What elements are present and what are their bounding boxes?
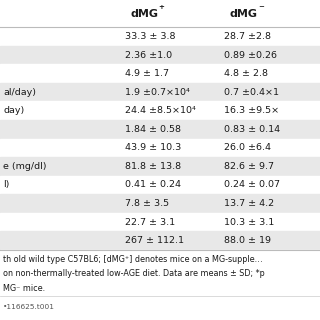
Bar	[0, 46, 320, 64]
Text: th old wild type C57BL6; [dMG⁺] denotes mice on a MG-supple…: th old wild type C57BL6; [dMG⁺] denotes …	[3, 255, 263, 264]
Text: 0.41 ± 0.24: 0.41 ± 0.24	[125, 180, 181, 189]
Text: 10.3 ± 3.1: 10.3 ± 3.1	[224, 218, 274, 227]
Text: 16.3 ±9.5×: 16.3 ±9.5×	[224, 106, 279, 115]
Text: 26.0 ±6.4: 26.0 ±6.4	[224, 143, 271, 152]
Bar	[0, 101, 320, 120]
Bar	[0, 64, 320, 83]
Text: +: +	[159, 4, 164, 10]
Bar	[0, 0, 320, 27]
Bar	[0, 120, 320, 139]
Text: 82.6 ± 9.7: 82.6 ± 9.7	[224, 162, 274, 171]
Text: 0.83 ± 0.14: 0.83 ± 0.14	[224, 125, 280, 134]
Text: 2.36 ±1.0: 2.36 ±1.0	[125, 51, 172, 60]
Text: day): day)	[3, 106, 24, 115]
Bar	[0, 157, 320, 176]
Text: 7.8 ± 3.5: 7.8 ± 3.5	[125, 199, 169, 208]
Text: 1.9 ±0.7×10⁴: 1.9 ±0.7×10⁴	[125, 88, 189, 97]
Text: 43.9 ± 10.3: 43.9 ± 10.3	[125, 143, 181, 152]
Text: 1.84 ± 0.58: 1.84 ± 0.58	[125, 125, 181, 134]
Text: MG⁻ mice.: MG⁻ mice.	[3, 284, 45, 292]
Text: 267 ± 112.1: 267 ± 112.1	[125, 236, 184, 245]
Bar	[0, 231, 320, 250]
Text: 81.8 ± 13.8: 81.8 ± 13.8	[125, 162, 181, 171]
Text: 0.89 ±0.26: 0.89 ±0.26	[224, 51, 277, 60]
Text: al/day): al/day)	[3, 88, 36, 97]
Text: 4.9 ± 1.7: 4.9 ± 1.7	[125, 69, 169, 78]
Text: dMG: dMG	[229, 9, 258, 19]
Text: 33.3 ± 3.8: 33.3 ± 3.8	[125, 32, 175, 41]
Text: 24.4 ±8.5×10⁴: 24.4 ±8.5×10⁴	[125, 106, 196, 115]
Bar	[0, 250, 320, 320]
Text: 28.7 ±2.8: 28.7 ±2.8	[224, 32, 271, 41]
Text: 88.0 ± 19: 88.0 ± 19	[224, 236, 271, 245]
Bar	[0, 139, 320, 157]
Text: dMG: dMG	[131, 9, 158, 19]
Bar	[0, 83, 320, 101]
Bar	[0, 27, 320, 46]
Bar	[0, 176, 320, 194]
Text: 0.7 ±0.4×1: 0.7 ±0.4×1	[224, 88, 279, 97]
Text: 0.24 ± 0.07: 0.24 ± 0.07	[224, 180, 280, 189]
Bar	[0, 213, 320, 231]
Text: −: −	[258, 4, 264, 10]
Text: on non-thermally-treated low-AGE diet. Data are means ± SD; *p: on non-thermally-treated low-AGE diet. D…	[3, 269, 265, 278]
Text: 4.8 ± 2.8: 4.8 ± 2.8	[224, 69, 268, 78]
Text: 13.7 ± 4.2: 13.7 ± 4.2	[224, 199, 274, 208]
Text: e (mg/dl): e (mg/dl)	[3, 162, 47, 171]
Text: •116625.t001: •116625.t001	[3, 304, 55, 310]
Bar	[0, 194, 320, 213]
Text: 22.7 ± 3.1: 22.7 ± 3.1	[125, 218, 175, 227]
Text: l): l)	[3, 180, 10, 189]
